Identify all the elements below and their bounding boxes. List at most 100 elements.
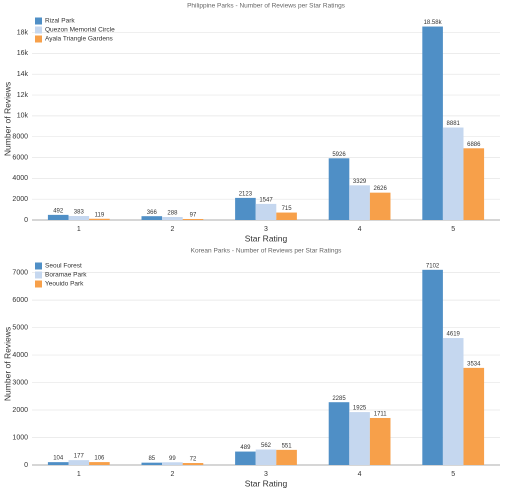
y-tick-label: 16k xyxy=(17,50,29,57)
value-label: 715 xyxy=(282,206,293,212)
value-label: 2626 xyxy=(374,186,388,192)
y-tick-label: 2000 xyxy=(12,407,28,414)
bar xyxy=(182,218,204,220)
value-label: 106 xyxy=(94,456,105,462)
y-tick-label: 1000 xyxy=(12,434,28,441)
value-label: 7102 xyxy=(426,263,440,269)
value-label: 1711 xyxy=(374,412,388,418)
y-tick-label: 5000 xyxy=(12,324,28,331)
legend-swatch xyxy=(35,35,42,43)
y-tick-label: 0 xyxy=(24,462,28,469)
legend-swatch xyxy=(35,271,42,279)
x-tick-label: 2 xyxy=(170,226,174,233)
x-tick-label: 4 xyxy=(358,471,362,478)
bar xyxy=(276,449,297,465)
value-label: 2285 xyxy=(332,396,346,402)
bar xyxy=(463,148,485,220)
bar xyxy=(255,449,277,465)
bar xyxy=(463,367,485,465)
bar xyxy=(68,216,90,220)
x-tick-label: 1 xyxy=(77,226,81,233)
bar xyxy=(68,460,90,465)
bar xyxy=(89,462,110,465)
y-tick-label: 6000 xyxy=(12,154,28,161)
value-label: 8881 xyxy=(447,121,461,127)
legend-label: Boramae Park xyxy=(45,272,87,279)
value-label: 5926 xyxy=(332,152,346,158)
bar xyxy=(235,197,256,220)
value-label: 4619 xyxy=(447,332,461,338)
value-label: 3534 xyxy=(467,361,481,367)
x-tick-label: 3 xyxy=(264,471,268,478)
bar xyxy=(422,269,443,465)
y-tick-label: 18k xyxy=(17,29,29,36)
x-tick-label: 5 xyxy=(451,226,455,233)
x-axis-label: Star Rating xyxy=(245,233,288,243)
bar xyxy=(328,402,350,465)
y-axis-label: Number of Reviews xyxy=(2,327,12,401)
y-tick-label: 14k xyxy=(17,71,29,78)
y-tick-label: 8000 xyxy=(12,134,28,141)
y-tick-label: 12k xyxy=(17,92,29,99)
bar xyxy=(162,462,183,465)
bar xyxy=(235,451,256,465)
value-label: 177 xyxy=(74,454,85,460)
y-tick-label: 2000 xyxy=(12,196,28,203)
legend-label: Quezon Memorial Circle xyxy=(45,27,115,34)
y-tick-label: 7000 xyxy=(12,269,28,276)
y-tick-label: 4000 xyxy=(12,175,28,182)
bar xyxy=(276,212,297,220)
value-label: 97 xyxy=(190,213,197,219)
y-tick-label: 4000 xyxy=(12,352,28,359)
bar xyxy=(182,463,204,465)
bar xyxy=(328,158,350,220)
value-label: 366 xyxy=(147,210,158,216)
bar xyxy=(47,214,69,220)
value-label: 492 xyxy=(53,208,64,214)
x-tick-label: 4 xyxy=(358,226,362,233)
y-tick-label: 10k xyxy=(17,113,29,120)
y-tick-label: 3000 xyxy=(12,379,28,386)
bar xyxy=(89,218,110,220)
x-tick-label: 3 xyxy=(264,226,268,233)
legend-label: Seoul Forest xyxy=(45,263,82,270)
bar xyxy=(141,216,163,220)
value-label: 383 xyxy=(74,210,85,216)
value-label: 288 xyxy=(167,211,178,217)
value-label: 1547 xyxy=(259,197,273,203)
chart-title: Korean Parks - Number of Reviews per Sta… xyxy=(191,248,342,255)
value-label: 551 xyxy=(282,443,293,449)
bar xyxy=(349,412,370,465)
bar xyxy=(369,192,391,220)
value-label: 1925 xyxy=(353,406,367,412)
legend-swatch xyxy=(35,280,42,288)
x-tick-label: 1 xyxy=(77,471,81,478)
value-label: 489 xyxy=(240,445,251,451)
x-tick-label: 2 xyxy=(170,471,174,478)
value-label: 562 xyxy=(261,443,272,449)
y-tick-label: 0 xyxy=(24,217,28,224)
value-label: 18.58k xyxy=(424,20,443,26)
value-label: 2123 xyxy=(239,191,253,197)
bar xyxy=(369,417,391,465)
x-tick-label: 5 xyxy=(451,471,455,478)
value-label: 6886 xyxy=(467,142,481,148)
bar xyxy=(422,26,443,220)
bar xyxy=(47,462,69,465)
legend-swatch xyxy=(35,26,42,34)
value-label: 99 xyxy=(169,456,176,462)
legend-label: Rizal Park xyxy=(45,18,75,25)
value-label: 72 xyxy=(190,457,197,463)
value-label: 119 xyxy=(95,212,105,218)
bar xyxy=(442,338,464,465)
y-tick-label: 6000 xyxy=(12,297,28,304)
value-label: 3329 xyxy=(353,179,367,185)
value-label: 104 xyxy=(53,456,64,462)
bar xyxy=(162,217,183,220)
bar xyxy=(442,127,464,220)
bar xyxy=(141,462,163,465)
legend-swatch xyxy=(35,17,42,25)
chart-title: Philippine Parks - Number of Reviews per… xyxy=(187,3,346,10)
bar xyxy=(349,185,370,220)
